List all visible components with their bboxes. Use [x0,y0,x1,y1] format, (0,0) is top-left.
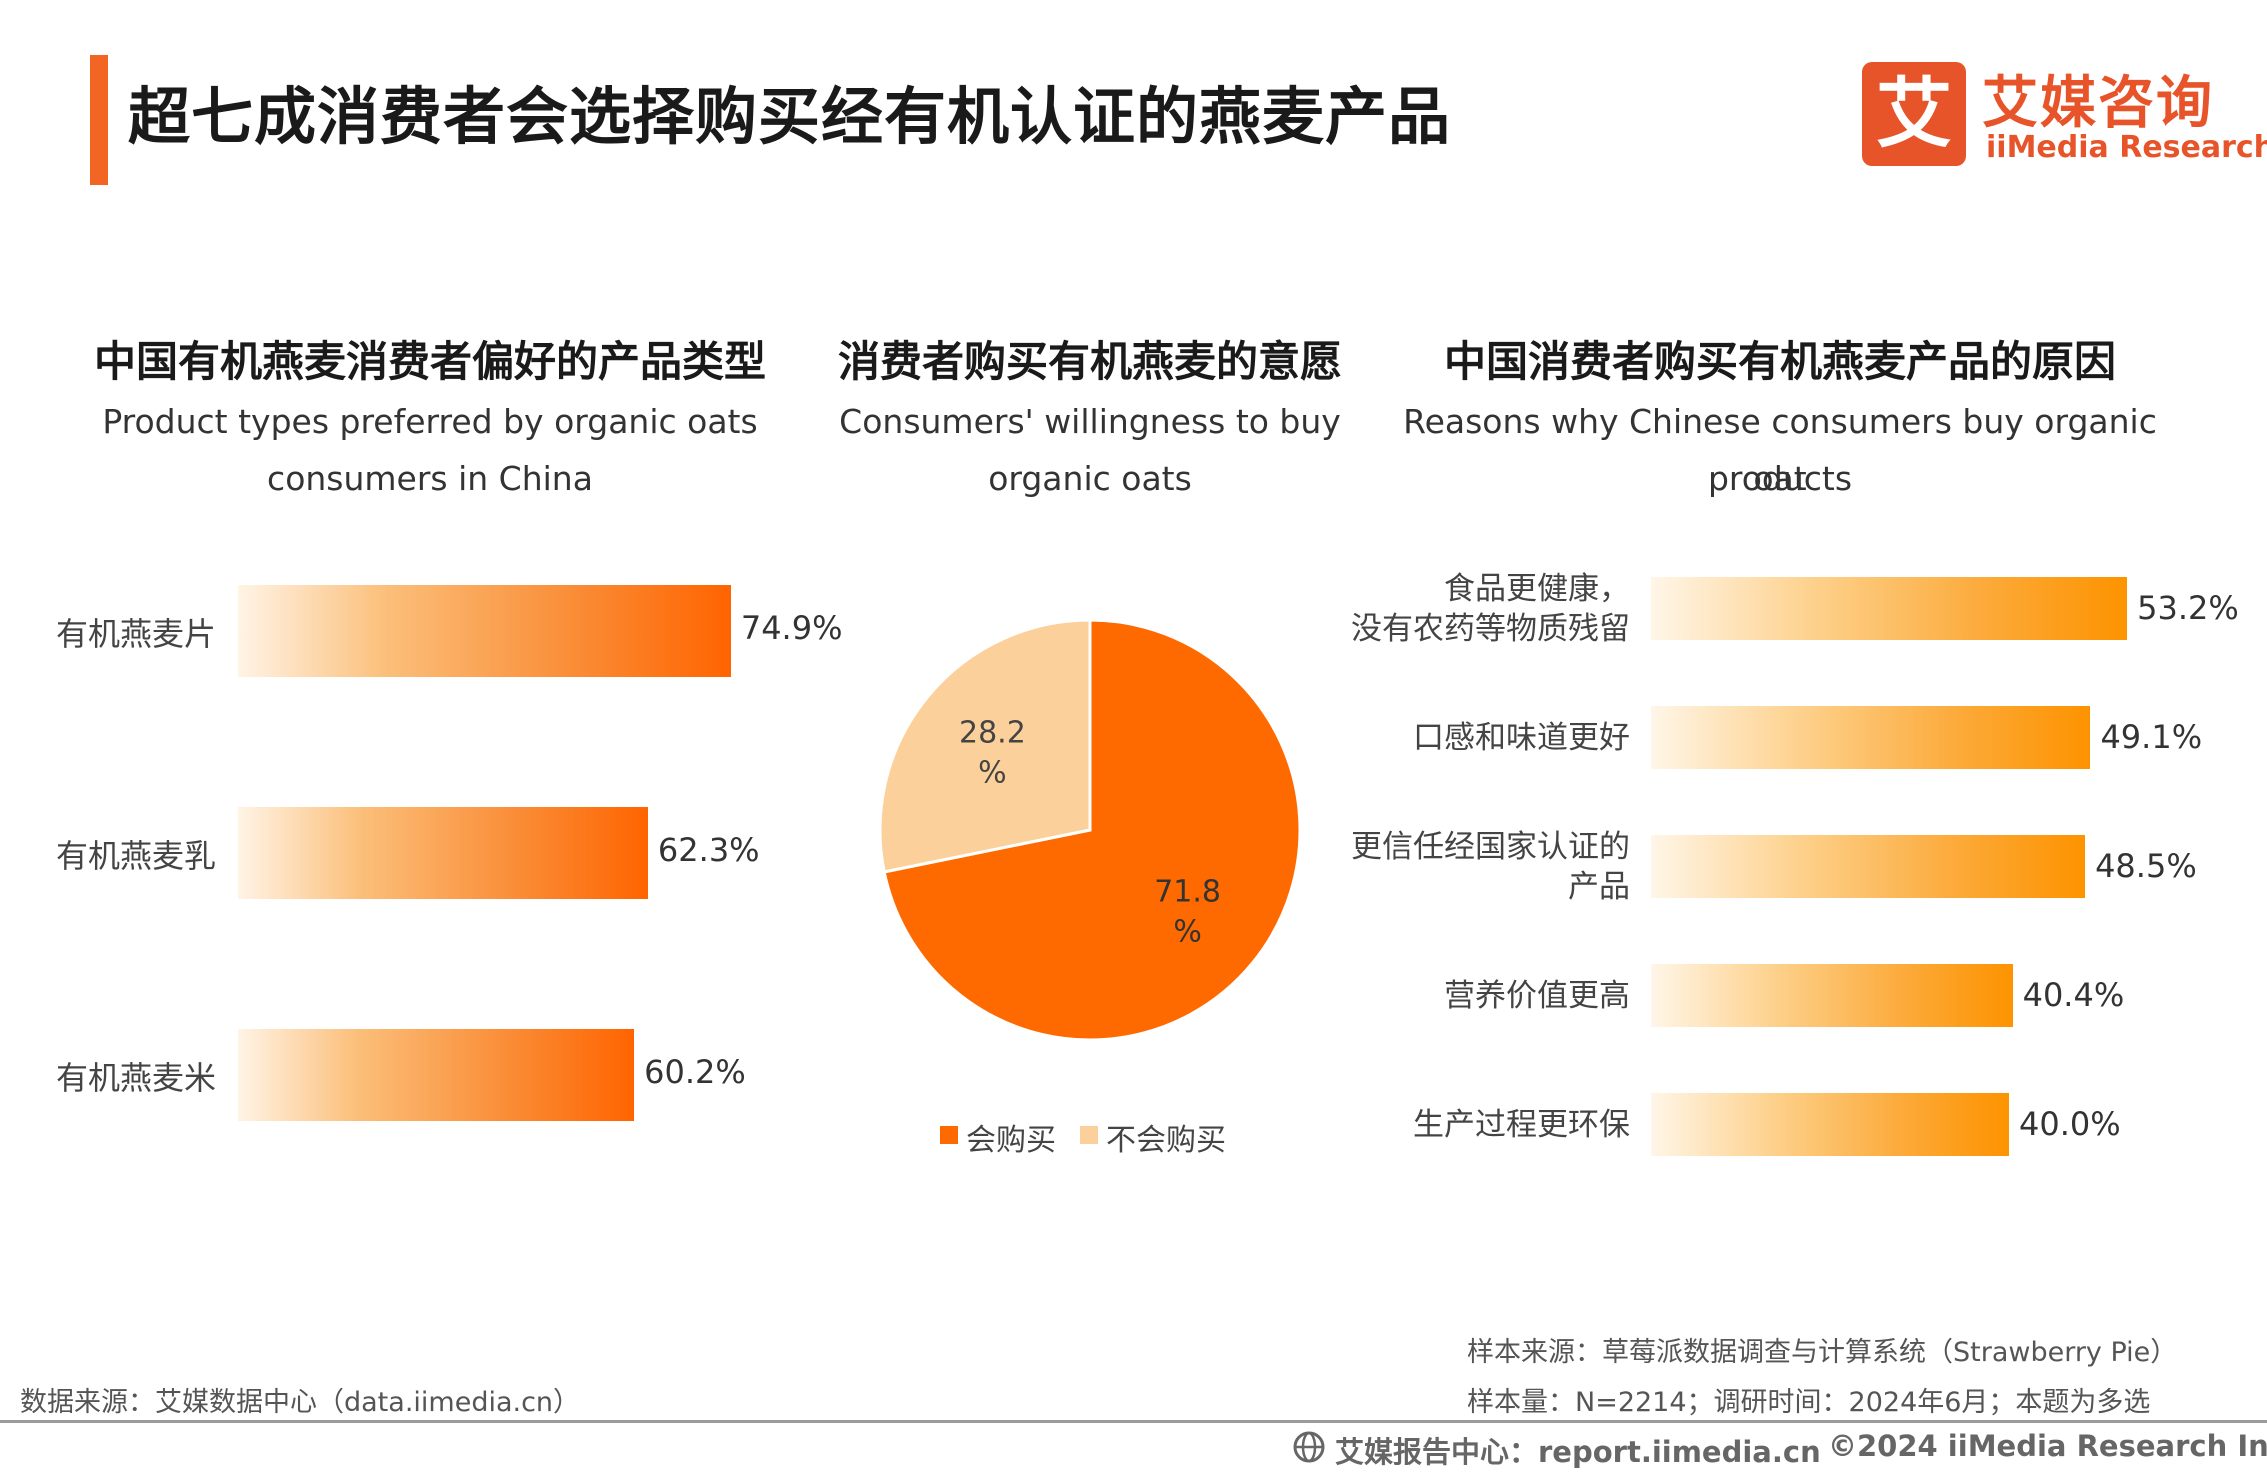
chart3-category-line: 食品更健康， [1444,570,1630,607]
sample-source-note: 样本来源：草莓派数据调查与计算系统（Strawberry Pie） [1467,1337,2178,1368]
chart3-subtitle-line2: products [1707,459,1853,498]
chart3-category-line: 产品 [1568,868,1630,905]
chart1-value-label: 62.3% [657,831,760,869]
chart2-subtitle-line2: organic oats [988,459,1192,498]
report-center-link[interactable]: 艾媒报告中心：report.iimedia.cn [1335,1435,1821,1469]
chart3-category-label: 生产过程更环保 [1413,1105,1630,1145]
chart1-bar [238,807,648,899]
chart1-bar [238,1029,635,1121]
sample-size-note: 样本量：N=2214；调研时间：2024年6月；本题为多选 [1467,1387,2151,1418]
chart2-subtitle-line1: Consumers' willingness to buy [839,402,1341,441]
chart3-category-label: 营养价值更高 [1444,976,1630,1016]
pie-unit-label: % [978,755,1007,790]
chart1-category-label: 有机燕麦米 [56,1059,217,1097]
chart1-category-label: 有机燕麦片 [56,615,217,653]
chart3-category-line: 没有农药等物质残留 [1351,610,1630,647]
chart1-title: 中国有机燕麦消费者偏好的产品类型 [93,337,766,386]
logo-mark: 艾 [1862,62,1966,166]
chart3-bar [1651,1093,2009,1156]
chart3-value-label: 40.0% [2019,1105,2121,1143]
chart3-title: 中国消费者购买有机燕麦产品的原因 [1443,337,2116,386]
chart1-subtitle-line2: consumers in China [267,459,593,498]
chart3-category-line: 更信任经国家认证的 [1351,828,1630,865]
chart3-value-label: 49.1% [2100,718,2203,756]
chart3-value-label: 53.2% [2137,589,2239,627]
chart1-value-label: 74.9% [740,609,843,647]
pie-value-label: 71.8 [1154,875,1221,910]
iimedia-logo: 艾 艾媒咨询 iiMedia Research [1862,62,2267,172]
logo-chinese-name: 艾媒咨询 [1982,71,2214,136]
footer-divider [0,1420,2267,1423]
chart3-category-line: 生产过程更环保 [1413,1106,1630,1143]
chart1-value-label: 60.2% [644,1053,746,1091]
page-title: 超七成消费者会选择购买经有机认证的燕麦产品 [128,80,1452,153]
pie-slice-buy [882,618,1302,1042]
chart3-bar [1651,964,2013,1027]
legend-swatch [940,1126,958,1144]
chart3-category-label: 口感和味道更好 [1413,718,1630,758]
chart3-category-line: 口感和味道更好 [1413,719,1630,756]
title-accent-bar [90,55,108,185]
data-source-note: 数据来源：艾媒数据中心（data.iimedia.cn） [20,1387,581,1418]
chart1-category-label: 有机燕麦乳 [56,837,217,875]
globe-icon [1292,1430,1326,1464]
chart3-category-label: 食品更健康， 没有农药等物质残留 [1351,569,1630,649]
chart3-bar [1651,706,2091,769]
pie-value-label: 28.2 [959,715,1026,750]
chart1-subtitle-line1: Product types preferred by organic oats [102,402,758,441]
chart3-bar [1651,835,2086,898]
chart3-category-label: 更信任经国家认证的 产品 [1351,827,1630,907]
chart2-legend: 会购买 不会购买 [940,1115,1260,1158]
chart1-bar [238,585,731,677]
chart3-value-label: 40.4% [2022,976,2125,1014]
chart3-bar [1651,577,2128,640]
legend-label: 会购买 [966,1123,1056,1158]
chart3-category-line: 营养价值更高 [1444,977,1630,1014]
logo-english-name: iiMedia Research [1986,130,2267,165]
copyright: ©2024 iiMedia Research Inc [1828,1429,2267,1463]
pie-slice-not-buy [878,618,1092,874]
legend-swatch [1080,1126,1098,1144]
chart2-title: 消费者购买有机燕麦的意愿 [837,337,1342,386]
chart2-pie: 71.8% 28.2% [878,618,1302,1042]
pie-unit-label: % [1173,915,1202,950]
chart3-value-label: 48.5% [2095,847,2197,885]
chart3-subtitle-line1: Reasons why Chinese consumers buy organi… [1403,402,2157,498]
legend-label: 不会购买 [1106,1123,1226,1158]
